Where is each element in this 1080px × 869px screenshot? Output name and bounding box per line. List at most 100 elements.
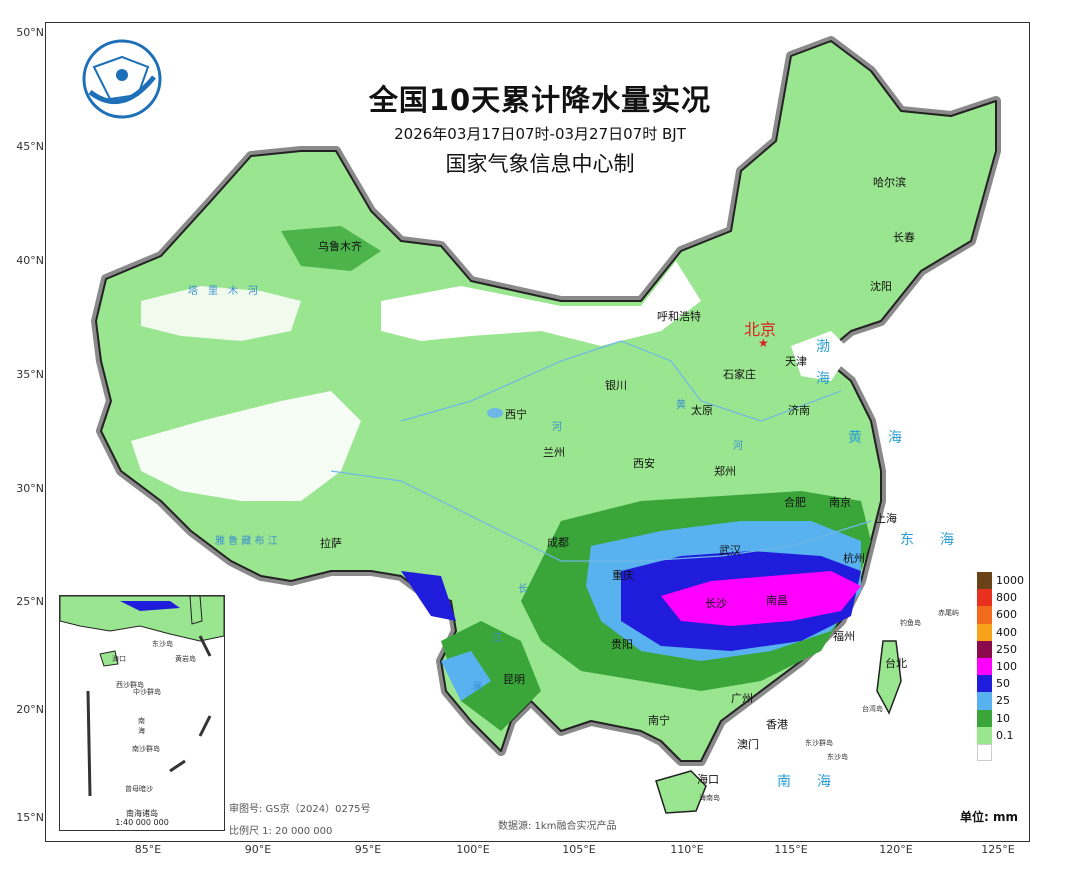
legend-row xyxy=(977,743,1024,762)
river-label: 江 xyxy=(492,633,502,644)
lon-tick-85: 85°E xyxy=(134,843,162,856)
legend-swatch-1000 xyxy=(977,572,992,590)
city-label: 天津 xyxy=(785,355,807,368)
city-label: 武汉 xyxy=(719,544,741,557)
rain-25-yunnan xyxy=(441,651,491,701)
hainan-island xyxy=(655,770,707,814)
lat-tick-40: 40°N xyxy=(16,254,44,267)
city-label: 哈尔滨 xyxy=(873,176,906,189)
river-label: 黄 xyxy=(676,400,686,411)
river-label: 澜 xyxy=(472,682,482,693)
island-label: 台湾岛 xyxy=(862,705,883,713)
legend-swatch-100 xyxy=(977,657,992,676)
city-label: 长春 xyxy=(893,231,915,244)
legend-label: 250 xyxy=(996,642,1017,656)
legend: 1000 800 600 400 250 100 50 25 10 0.1 xyxy=(977,572,1024,762)
dry-area-tibet xyxy=(131,391,361,501)
lat-tick-35: 35°N xyxy=(16,368,44,381)
city-label: 贵阳 xyxy=(611,638,633,651)
lon-tick-110: 110°E xyxy=(670,843,704,856)
island-label: 东沙群岛 xyxy=(805,739,833,747)
legend-row: 25 xyxy=(977,692,1024,710)
lat-tick-50: 50°N xyxy=(16,26,44,39)
city-label: 澳门 xyxy=(737,738,759,751)
lon-tick-120: 120°E xyxy=(879,843,913,856)
city-label: 南昌 xyxy=(766,594,788,607)
river-label: 河 xyxy=(733,441,743,452)
title-block: 全国10天累计降水量实况 2026年03月17日07时-03月27日07时 BJ… xyxy=(330,77,750,178)
scale-text: 比例尺 1: 20 000 000 xyxy=(229,826,333,837)
inset-label: 曾母暗沙 xyxy=(125,785,153,793)
south-china-sea-inset: 海口 西沙群岛 中沙群岛 南 海 南沙群岛 东沙岛 黄岩岛 曾母暗沙 南海诸岛 … xyxy=(59,595,225,831)
bohai-sea xyxy=(791,331,851,381)
sea-label: 黄 海 xyxy=(848,430,908,446)
yangtze-river xyxy=(330,470,872,562)
legend-row: 100 xyxy=(977,657,1024,676)
legend-swatch-25 xyxy=(977,692,992,710)
legend-swatch-250 xyxy=(977,640,992,658)
island-label: 钓鱼岛 xyxy=(900,619,921,627)
legend-row: 10 xyxy=(977,709,1024,727)
lat-tick-45: 45°N xyxy=(16,140,44,153)
dry-area-tarim xyxy=(141,286,301,341)
legend-swatch-10 xyxy=(977,709,992,727)
city-label: 合肥 xyxy=(784,496,806,509)
sea-label: 南 海 xyxy=(777,774,837,790)
data-source: 数据源: 1km融合实况产品 xyxy=(498,821,617,832)
green-patch-xinjiang xyxy=(281,226,381,271)
city-label: 西安 xyxy=(633,457,655,470)
city-label: 昆明 xyxy=(503,673,525,686)
city-label: 拉萨 xyxy=(320,537,342,550)
city-label: 石家庄 xyxy=(723,368,756,381)
yellow-river xyxy=(400,340,842,422)
inset-label: 南 xyxy=(138,717,145,725)
city-label: 台北 xyxy=(885,657,907,670)
lon-tick-95: 95°E xyxy=(354,843,382,856)
lon-tick-90: 90°E xyxy=(244,843,272,856)
legend-row: 250 xyxy=(977,640,1024,658)
inset-label: 中沙群岛 xyxy=(133,688,161,696)
lat-tick-30: 30°N xyxy=(16,482,44,495)
inset-caption: 南海诸岛 xyxy=(126,809,158,818)
legend-label: 1000 xyxy=(996,574,1024,588)
city-label: 成都 xyxy=(547,536,569,549)
legend-label: 800 xyxy=(996,591,1017,605)
city-label: 海口 xyxy=(697,773,719,786)
legend-row: 800 xyxy=(977,589,1024,607)
city-label: 银川 xyxy=(605,379,627,392)
legend-swatch-400 xyxy=(977,623,992,641)
map-period: 2026年03月17日07时-03月27日07时 BJT xyxy=(394,125,686,143)
city-label: 南京 xyxy=(829,496,851,509)
legend-row: 0.1 xyxy=(977,726,1024,744)
legend-label: 10 xyxy=(996,711,1010,725)
inset-label: 黄岩岛 xyxy=(175,655,196,663)
city-label: 长沙 xyxy=(705,597,727,610)
city-label: 西宁 xyxy=(505,408,527,421)
sea-label: 渤 xyxy=(816,339,836,355)
lon-tick-125: 125°E xyxy=(981,843,1015,856)
capital-star-icon: ★ xyxy=(758,336,769,350)
rain-50-tibet xyxy=(401,571,456,621)
legend-label: 600 xyxy=(996,608,1017,622)
review-number: 审图号: GS京（2024）0275号 xyxy=(229,804,371,815)
legend-label: 0.1 xyxy=(996,728,1014,742)
lat-tick-20: 20°N xyxy=(16,703,44,716)
lon-tick-100: 100°E xyxy=(456,843,490,856)
river-label: 雅 鲁 藏 布 江 xyxy=(215,536,278,547)
city-label: 南宁 xyxy=(648,714,670,727)
city-label: 乌鲁木齐 xyxy=(318,240,362,253)
legend-row: 600 xyxy=(977,606,1024,624)
map-producer: 国家气象信息中心制 xyxy=(445,152,635,176)
capital-label: 北京 xyxy=(744,320,777,339)
lon-tick-105: 105°E xyxy=(562,843,596,856)
river-label: 长 xyxy=(518,584,528,595)
rain-100-area xyxy=(661,571,861,626)
legend-label: 25 xyxy=(996,694,1010,708)
inset-label: 东沙岛 xyxy=(152,640,173,648)
inset-scale: 1:40 000 000 xyxy=(115,818,169,827)
city-label: 呼和浩特 xyxy=(657,310,701,323)
dry-area-north xyxy=(381,261,701,346)
city-label: 太原 xyxy=(691,404,713,417)
sea-label: 海 xyxy=(816,371,836,387)
sea-label: 东 海 xyxy=(900,532,960,548)
